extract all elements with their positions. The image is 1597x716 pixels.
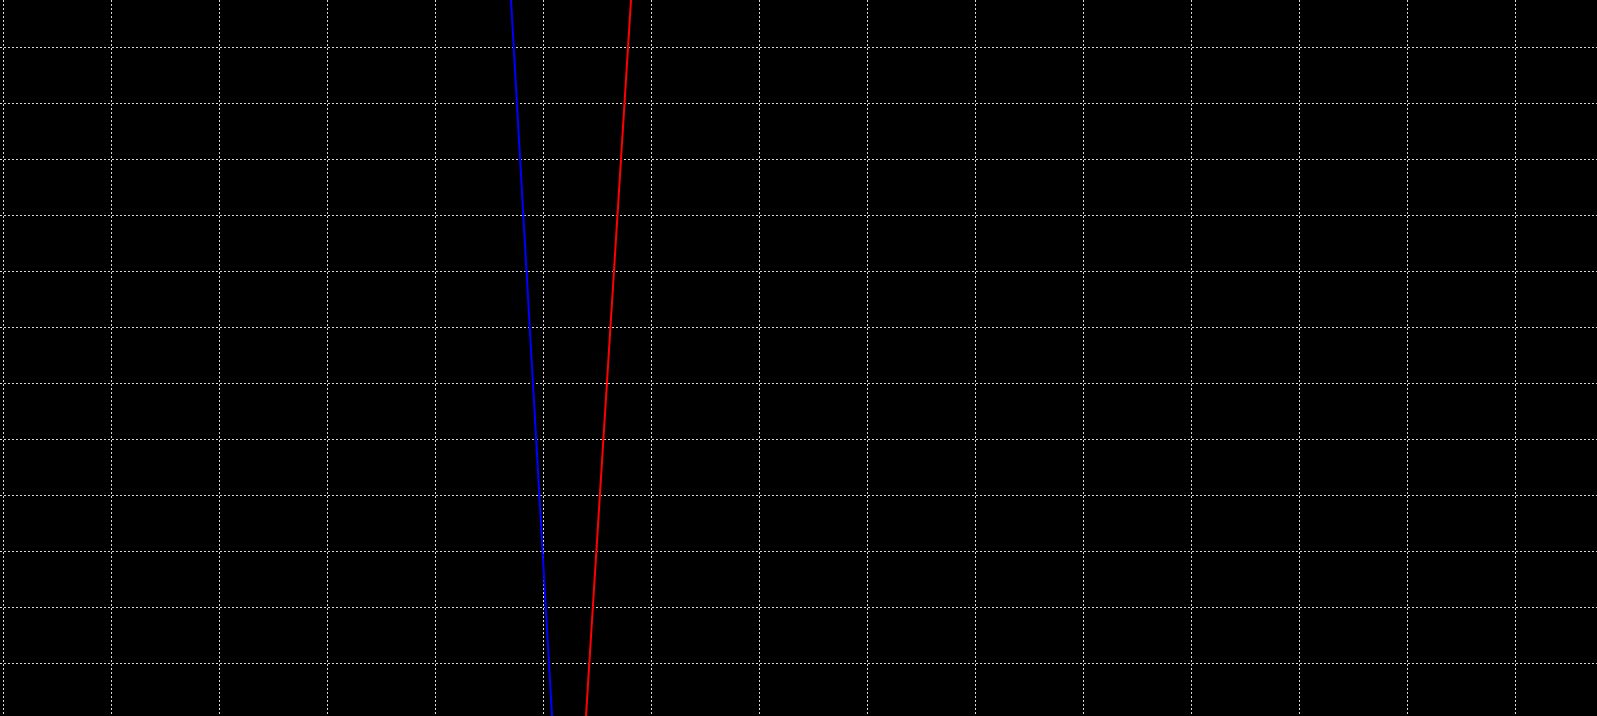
series-layer <box>510 0 632 716</box>
series-line-1 <box>510 0 553 716</box>
series-line-2 <box>585 0 632 716</box>
